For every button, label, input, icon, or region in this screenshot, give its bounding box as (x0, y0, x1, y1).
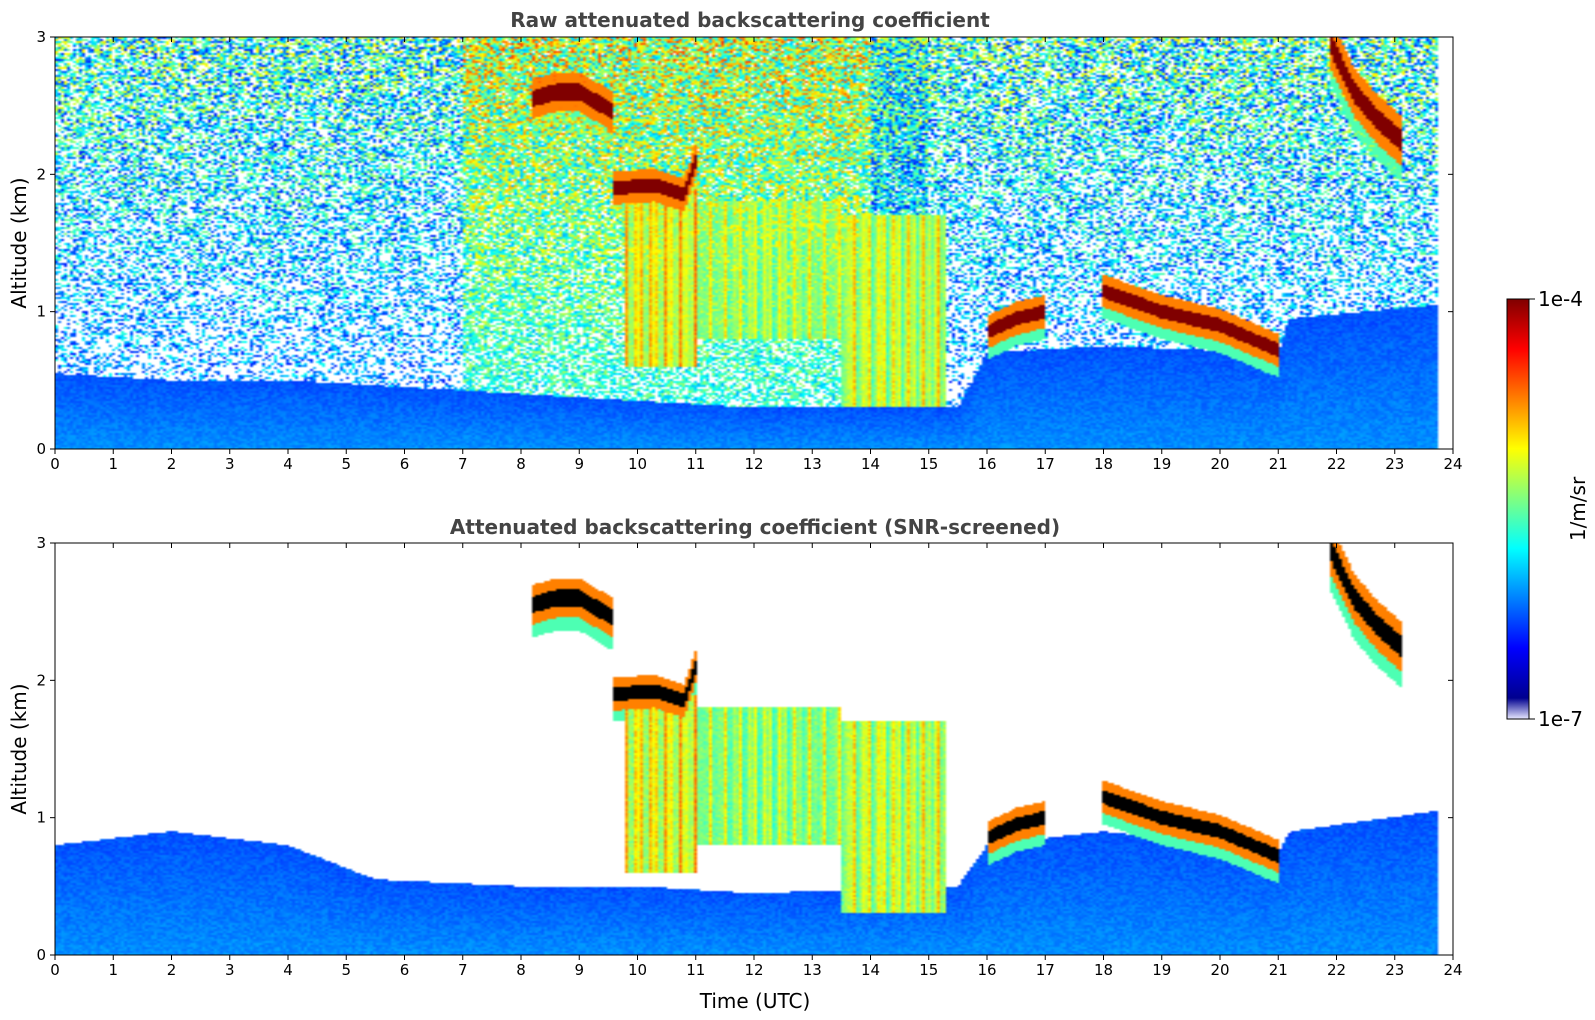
y-tick-label: 0 (36, 946, 46, 964)
x-tick-label: 4 (283, 455, 293, 473)
x-tick-label: 2 (167, 961, 177, 979)
screened-backscatter-heatmap (55, 543, 1453, 955)
x-tick-label: 5 (341, 961, 351, 979)
x-tick-label: 3 (225, 961, 235, 979)
x-tick-label: 6 (400, 455, 410, 473)
x-tick-label: 6 (400, 961, 410, 979)
x-tick-label: 21 (1269, 455, 1288, 473)
x-tick-label: 16 (977, 455, 996, 473)
x-tick-label: 11 (686, 961, 705, 979)
x-tick-label: 10 (628, 455, 647, 473)
x-tick-label: 17 (1036, 455, 1055, 473)
y-tick-label: 3 (36, 534, 46, 552)
y-tick-label: 3 (36, 28, 46, 46)
x-tick-label: 19 (1152, 961, 1171, 979)
x-tick-label: 24 (1443, 455, 1462, 473)
y-tick-label: 2 (36, 165, 46, 183)
x-tick-label: 8 (516, 961, 526, 979)
colorbar-min-label: 1e-7 (1538, 707, 1583, 731)
x-tick-label: 24 (1443, 961, 1462, 979)
x-tick-label: 7 (458, 455, 468, 473)
raw-backscatter-panel: Raw attenuated backscattering coefficien… (7, 8, 1463, 473)
x-tick-label: 13 (803, 961, 822, 979)
x-tick-label: 14 (861, 961, 880, 979)
x-tick-label: 8 (516, 455, 526, 473)
x-tick-label: 14 (861, 455, 880, 473)
colorbar: 1e-4 1e-7 1/m/sr (1506, 287, 1590, 731)
x-tick-label: 23 (1385, 455, 1404, 473)
colorbar-unit-label: 1/m/sr (1566, 476, 1590, 541)
raw-y-axis-label: Altitude (km) (7, 177, 31, 308)
y-tick-label: 0 (36, 440, 46, 458)
raw-panel-title: Raw attenuated backscattering coefficien… (510, 8, 990, 32)
y-tick-label: 1 (36, 809, 46, 827)
x-tick-label: 12 (744, 455, 763, 473)
x-tick-label: 0 (50, 961, 60, 979)
x-tick-label: 9 (574, 455, 584, 473)
x-tick-label: 16 (977, 961, 996, 979)
x-tick-label: 5 (341, 455, 351, 473)
x-tick-label: 23 (1385, 961, 1404, 979)
y-tick-label: 1 (36, 303, 46, 321)
colorbar-gradient (1506, 298, 1530, 720)
raw-y-ticks: 0 1 2 3 (36, 28, 1453, 458)
x-tick-label: 1 (108, 961, 118, 979)
screened-y-ticks: 0 1 2 3 (36, 534, 1453, 964)
x-tick-label: 1 (108, 455, 118, 473)
x-tick-label: 0 (50, 455, 60, 473)
screened-x-ticks: 0 1 2 3 4 5 6 7 8 9 10 11 12 13 14 15 16 17 18 19 20 21 22 23 24 (50, 543, 1463, 979)
x-tick-label: 11 (686, 455, 705, 473)
x-tick-label: 4 (283, 961, 293, 979)
x-tick-label: 20 (1210, 455, 1229, 473)
x-tick-label: 9 (574, 961, 584, 979)
x-axis-label: Time (UTC) (699, 989, 811, 1013)
x-tick-label: 13 (803, 455, 822, 473)
x-tick-label: 18 (1094, 961, 1113, 979)
x-tick-label: 12 (744, 961, 763, 979)
x-tick-label: 19 (1152, 455, 1171, 473)
x-tick-label: 2 (167, 455, 177, 473)
x-tick-label: 3 (225, 455, 235, 473)
x-tick-label: 15 (919, 961, 938, 979)
raw-backscatter-heatmap (55, 37, 1453, 449)
screened-y-axis-label: Altitude (km) (7, 683, 31, 814)
screened-panel-title: Attenuated backscattering coefficient (S… (450, 515, 1060, 539)
x-tick-label: 20 (1210, 961, 1229, 979)
y-tick-label: 2 (36, 671, 46, 689)
colorbar-max-label: 1e-4 (1538, 287, 1583, 311)
x-tick-label: 15 (919, 455, 938, 473)
screened-backscatter-panel: Attenuated backscattering coefficient (S… (7, 515, 1463, 1013)
x-tick-label: 10 (628, 961, 647, 979)
x-tick-label: 22 (1327, 455, 1346, 473)
raw-x-ticks: 0 1 2 3 4 5 6 7 8 9 10 11 12 13 14 15 16 17 18 19 20 21 22 23 24 (50, 37, 1463, 473)
x-tick-label: 22 (1327, 961, 1346, 979)
x-tick-label: 17 (1036, 961, 1055, 979)
x-tick-label: 21 (1269, 961, 1288, 979)
x-tick-label: 18 (1094, 455, 1113, 473)
x-tick-label: 7 (458, 961, 468, 979)
